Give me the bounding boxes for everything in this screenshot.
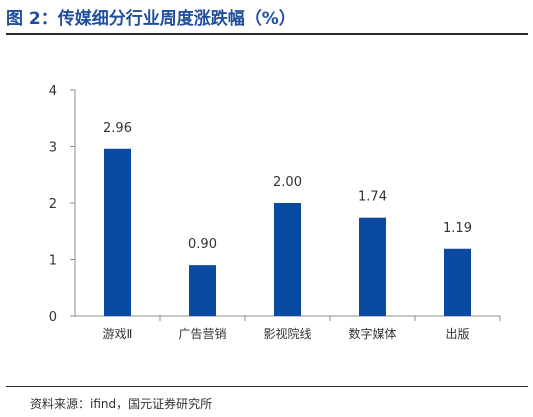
y-tick-label: 2 (49, 197, 57, 212)
source-note: 资料来源：ifind，国元证券研究所 (30, 397, 213, 411)
data-label: 1.74 (358, 190, 387, 205)
x-tick-label: 出版 (445, 327, 469, 341)
x-tick-label: 广告营销 (178, 327, 226, 341)
data-label: 1.19 (443, 221, 472, 236)
bar-chart: 0 1 2 3 4 2.96 游戏Ⅱ 0.90 广告营销 2.00 影视院线 1.74 数字媒体 1.19… (49, 84, 501, 341)
y-tick-label: 1 (49, 254, 57, 269)
top-rule (6, 33, 528, 35)
data-label: 2.00 (273, 175, 302, 190)
bar (274, 203, 301, 316)
y-tick-label: 0 (49, 310, 57, 325)
x-tick-label: 数字媒体 (348, 326, 396, 341)
bar (189, 265, 216, 316)
figure-title: 图 2：传媒细分行业周度涨跌幅（%） (6, 9, 296, 29)
x-tick-label: 影视院线 (263, 326, 311, 341)
data-label: 2.96 (103, 121, 132, 136)
bar (444, 248, 471, 316)
data-label: 0.90 (188, 237, 217, 252)
y-tick-label: 3 (49, 141, 57, 156)
y-tick-label: 4 (49, 84, 57, 99)
bar (104, 148, 131, 316)
chart-container: 0 1 2 3 4 2.96 游戏Ⅱ 0.90 广告营销 2.00 影视院线 1.74 数字媒体 1.19… (0, 36, 533, 381)
bottom-rule (6, 386, 528, 387)
bar (359, 217, 386, 316)
x-tick-label: 游戏Ⅱ (103, 327, 133, 341)
